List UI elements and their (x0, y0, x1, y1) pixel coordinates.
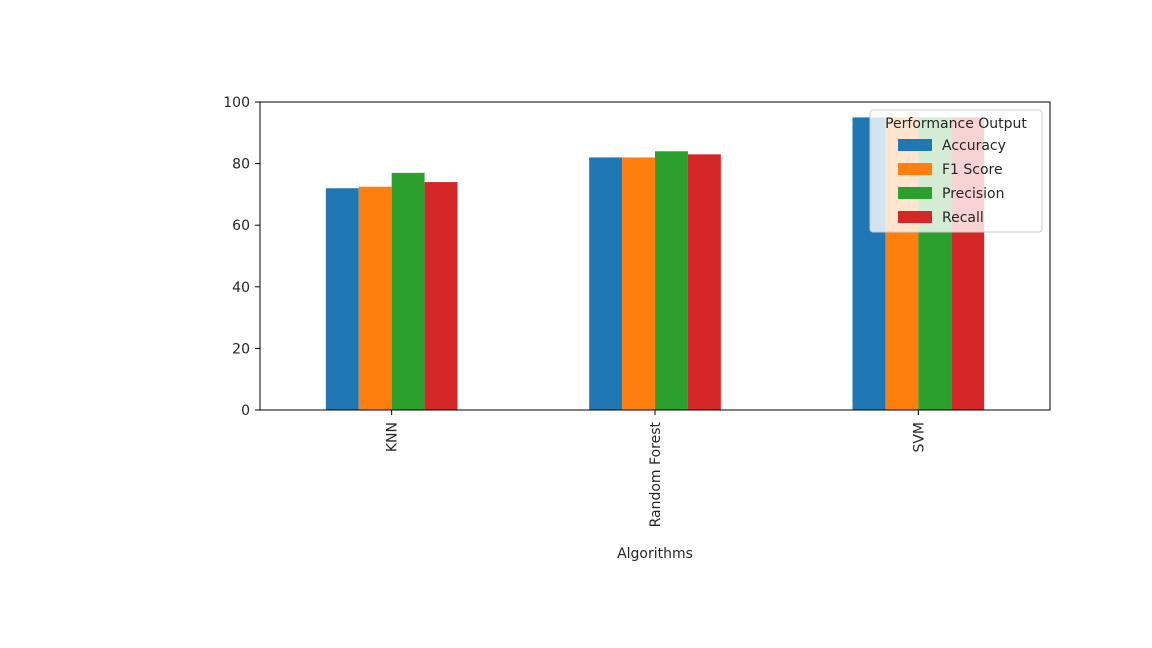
bar-recall-random-forest (687, 154, 721, 410)
plot-frame (259, 101, 1051, 411)
bar-f1-score-knn (358, 186, 392, 410)
legend: Performance Output Accuracy F1 Score Precis… (869, 109, 1043, 233)
bar-f1-score-random-forest (622, 157, 655, 410)
bar-accuracy-random-forest (589, 157, 623, 410)
legend-label: F1 Score (942, 162, 1003, 178)
bar-precision-random-forest (655, 151, 688, 410)
y-tick-label: 60 (232, 218, 250, 234)
bar-precision-knn (391, 172, 425, 410)
x-axis: KNN Random Forest SVM (385, 410, 927, 528)
x-tick-label: Random Forest (648, 422, 664, 528)
legend-title: Performance Output (885, 116, 1027, 132)
legend-swatch (898, 163, 932, 175)
bars-layer (325, 117, 985, 411)
y-axis: 0 20 40 60 80 100 (223, 95, 260, 419)
legend-label: Recall (942, 210, 984, 226)
legend-label: Precision (942, 186, 1004, 202)
y-tick-label: 80 (232, 157, 250, 173)
y-tick-label: 0 (241, 403, 250, 419)
x-tick-label: KNN (385, 422, 401, 452)
y-tick-label: 20 (232, 341, 250, 357)
bar-accuracy-knn (325, 188, 359, 410)
y-tick-label: 100 (223, 95, 250, 111)
legend-swatch (898, 211, 932, 223)
legend-swatch (898, 139, 932, 151)
x-axis-label: Algorithms (617, 546, 693, 562)
y-tick-label: 40 (232, 280, 250, 296)
bar-recall-knn (424, 182, 458, 410)
x-tick-label: SVM (911, 422, 927, 453)
legend-swatch (898, 187, 932, 199)
legend-label: Accuracy (942, 138, 1006, 154)
